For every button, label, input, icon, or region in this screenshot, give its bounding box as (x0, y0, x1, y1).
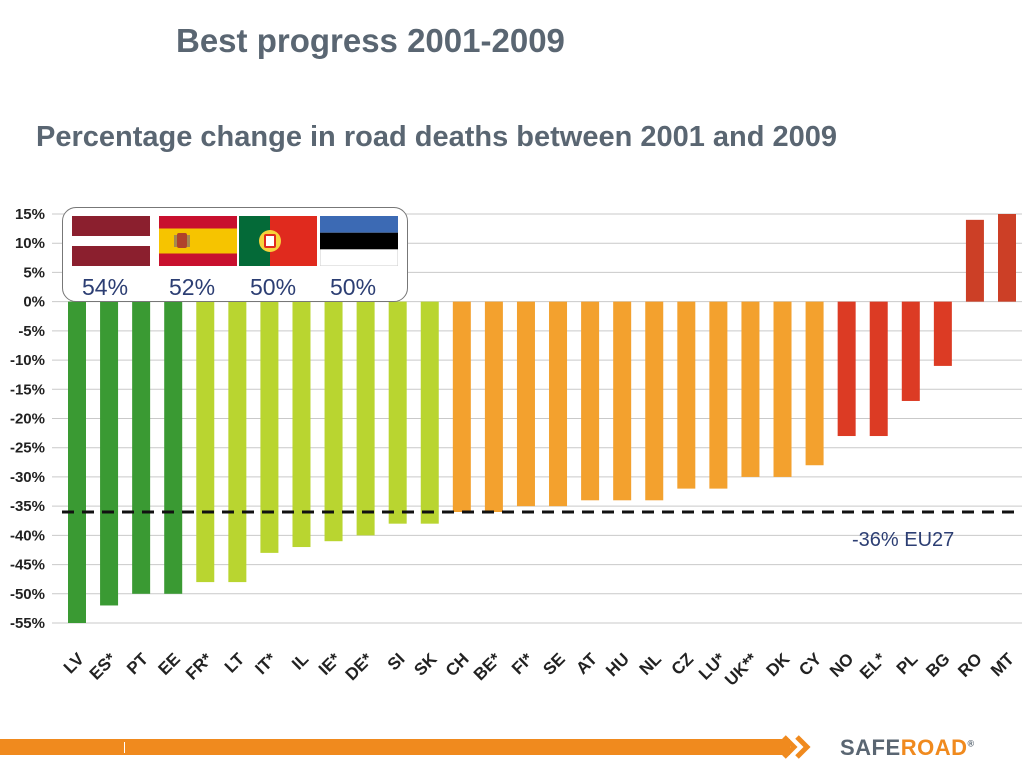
bar (260, 301, 279, 553)
saferoad-logo: SAFEROAD® (840, 735, 975, 761)
x-tick-label: PT (123, 649, 152, 678)
slide-subtitle: Percentage change in road deaths between… (36, 121, 838, 153)
bar (516, 301, 535, 507)
bar (773, 301, 792, 477)
y-tick-label: -55% (10, 615, 45, 632)
bar (837, 301, 856, 437)
x-tick-label: PL (893, 649, 922, 678)
bar (484, 301, 503, 512)
x-tick-label: MT (987, 649, 1018, 680)
x-tick-label: EL* (856, 649, 890, 683)
flag-percent-es: 52% (169, 274, 216, 300)
bar (164, 301, 183, 594)
x-tick-label: FR* (182, 649, 216, 683)
x-tick-label: SE (539, 649, 568, 678)
x-tick-label: UK** (721, 649, 761, 689)
footer-divider (124, 742, 125, 753)
y-tick-label: -25% (10, 440, 45, 457)
bar (196, 301, 215, 583)
x-tick-label: SI (384, 649, 409, 674)
bar (420, 301, 439, 524)
x-tick-label: CZ (668, 649, 697, 678)
x-tick-label: IL (288, 649, 312, 673)
bar (132, 301, 151, 594)
bar (741, 301, 760, 477)
logo-part-road: ROAD (900, 735, 968, 760)
x-tick-label: NL (636, 649, 665, 678)
eu27-reference-label: -36% EU27 (852, 529, 955, 551)
y-tick-label: -20% (10, 411, 45, 428)
x-tick-label: EE (155, 649, 184, 678)
y-tick-label: -15% (10, 381, 45, 398)
x-tick-label: DK (763, 649, 794, 680)
footer-bar (0, 739, 790, 755)
x-tick-label: HU (602, 649, 633, 680)
x-tick-label: BG (922, 649, 953, 680)
x-tick-label: CY (795, 649, 826, 680)
bar (100, 301, 119, 606)
flag-latvia-icon (72, 216, 150, 266)
bar (452, 301, 471, 512)
flag-spain-icon (159, 216, 237, 266)
bar (805, 301, 824, 466)
x-tick-label: ES* (86, 649, 120, 683)
bar (549, 301, 568, 507)
flag-portugal-icon (239, 216, 317, 266)
y-tick-label: 10% (15, 235, 45, 252)
bar (324, 301, 343, 542)
bar (613, 301, 632, 501)
x-tick-label: IE* (315, 649, 345, 679)
y-tick-label: -40% (10, 527, 45, 544)
x-tick-label: NO (826, 649, 857, 680)
logo-registered-mark: ® (967, 738, 975, 749)
y-tick-label: -5% (18, 323, 45, 340)
bar (388, 301, 407, 524)
bar (228, 301, 247, 583)
x-tick-label: AT (572, 649, 601, 678)
y-tick-label: -45% (10, 557, 45, 574)
x-tick-label: LT (221, 649, 249, 677)
x-tick-label: SK (410, 649, 441, 680)
logo-part-safe: SAFE (840, 735, 901, 760)
x-tick-label: DE* (342, 649, 377, 684)
x-tick-label: IT* (251, 649, 280, 678)
bar-chart: 15% 10% 5% 0% -5% -10% -15% -20% -25% -30% -35% -40… (10, 206, 1022, 690)
slide-title: Best progress 2001-2009 (176, 22, 565, 59)
bar (356, 301, 375, 536)
bar (581, 301, 600, 501)
bar (933, 301, 952, 366)
bar (677, 301, 696, 489)
bar (901, 301, 920, 401)
bar (998, 214, 1016, 302)
y-tick-label: -30% (10, 469, 45, 486)
bar (965, 219, 984, 302)
y-tick-label: -10% (10, 352, 45, 369)
flag-estonia-icon (320, 216, 398, 266)
y-tick-label: 5% (23, 264, 45, 281)
x-tick-label: FI* (508, 649, 537, 678)
y-tick-label: 15% (15, 206, 45, 223)
flag-percent-lv: 54% (82, 274, 129, 300)
x-tick-label: BE* (470, 649, 505, 684)
x-tick-label: LV (60, 649, 88, 677)
bar (709, 301, 728, 489)
bar (292, 301, 311, 548)
y-tick-label: 0% (23, 294, 45, 311)
bar (869, 301, 888, 437)
x-tick-label: CH (442, 649, 473, 680)
y-tick-label: -35% (10, 498, 45, 515)
flag-percent-pt: 50% (250, 274, 297, 300)
x-tick-label: RO (954, 649, 985, 680)
y-tick-label: -50% (10, 586, 45, 603)
bar (68, 301, 86, 623)
bar (645, 301, 664, 501)
double-chevron-icon (782, 735, 811, 759)
top-countries-flag-panel: 54% 52% 50% 50% (62, 207, 408, 302)
flag-percent-ee: 50% (330, 274, 377, 300)
